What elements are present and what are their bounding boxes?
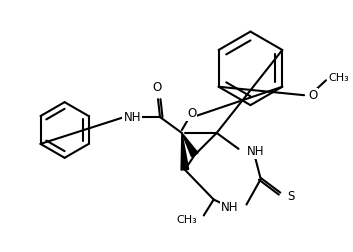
Polygon shape: [182, 133, 198, 157]
Text: NH: NH: [221, 201, 239, 214]
Text: NH: NH: [246, 145, 264, 158]
Text: NH: NH: [124, 111, 141, 123]
Text: S: S: [287, 190, 295, 203]
Text: O: O: [308, 89, 317, 102]
Polygon shape: [181, 133, 189, 170]
Text: CH₃: CH₃: [176, 215, 197, 226]
Text: CH₃: CH₃: [328, 73, 349, 83]
Text: O: O: [187, 107, 197, 120]
Text: O: O: [152, 81, 162, 94]
